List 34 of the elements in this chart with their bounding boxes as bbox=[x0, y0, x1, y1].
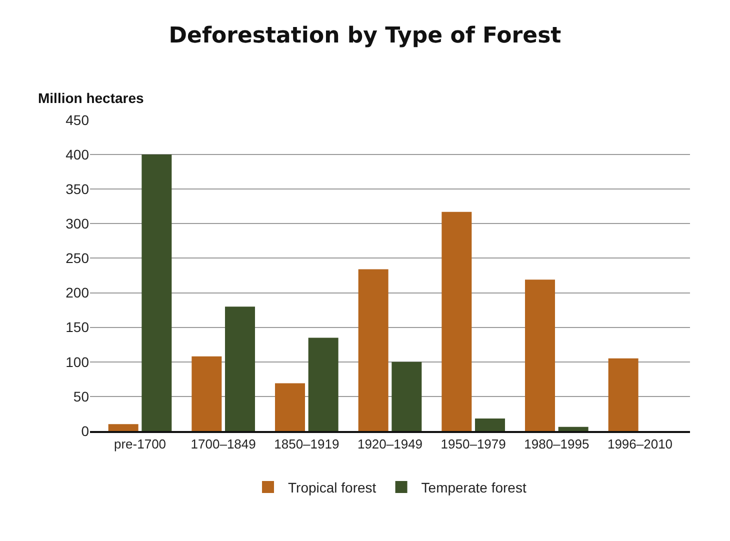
x-tick-label: 1996–2010 bbox=[607, 436, 673, 452]
y-tick-label: 250 bbox=[66, 250, 90, 266]
y-axis-title: Million hectares bbox=[38, 90, 144, 106]
x-tick-label: pre-1700 bbox=[114, 436, 166, 452]
chart-title: Deforestation by Type of Forest bbox=[168, 23, 562, 48]
y-tick-label: 150 bbox=[66, 319, 90, 336]
y-tick-label: 450 bbox=[66, 112, 90, 128]
legend-label: Tropical forest bbox=[288, 479, 376, 496]
y-tick-label: 50 bbox=[73, 388, 90, 404]
bar bbox=[275, 383, 305, 431]
y-tick-label: 100 bbox=[66, 354, 90, 370]
x-tick-label: 1700–1849 bbox=[190, 436, 256, 452]
bar bbox=[308, 338, 338, 431]
x-tick-label: 1850–1919 bbox=[274, 436, 340, 452]
x-tick-label: 1920–1949 bbox=[357, 436, 423, 452]
bar bbox=[558, 426, 588, 431]
bar bbox=[142, 154, 172, 431]
x-tick-label: 1980–1995 bbox=[524, 436, 590, 452]
bar bbox=[108, 424, 138, 431]
bar bbox=[442, 212, 472, 431]
x-tick-label: 1950–1979 bbox=[440, 436, 506, 452]
bar bbox=[525, 280, 555, 431]
y-tick-label: 350 bbox=[66, 181, 90, 198]
y-tick-label: 300 bbox=[66, 216, 90, 232]
legend-label: Temperate forest bbox=[421, 479, 526, 496]
bar bbox=[392, 362, 422, 431]
y-tick-label: 400 bbox=[66, 146, 90, 162]
bar bbox=[475, 418, 505, 431]
bar bbox=[358, 269, 388, 431]
bar bbox=[608, 358, 638, 431]
bar bbox=[225, 306, 255, 431]
bar bbox=[192, 356, 222, 431]
y-tick-label: 200 bbox=[66, 284, 90, 301]
y-tick-label: 0 bbox=[81, 422, 90, 439]
